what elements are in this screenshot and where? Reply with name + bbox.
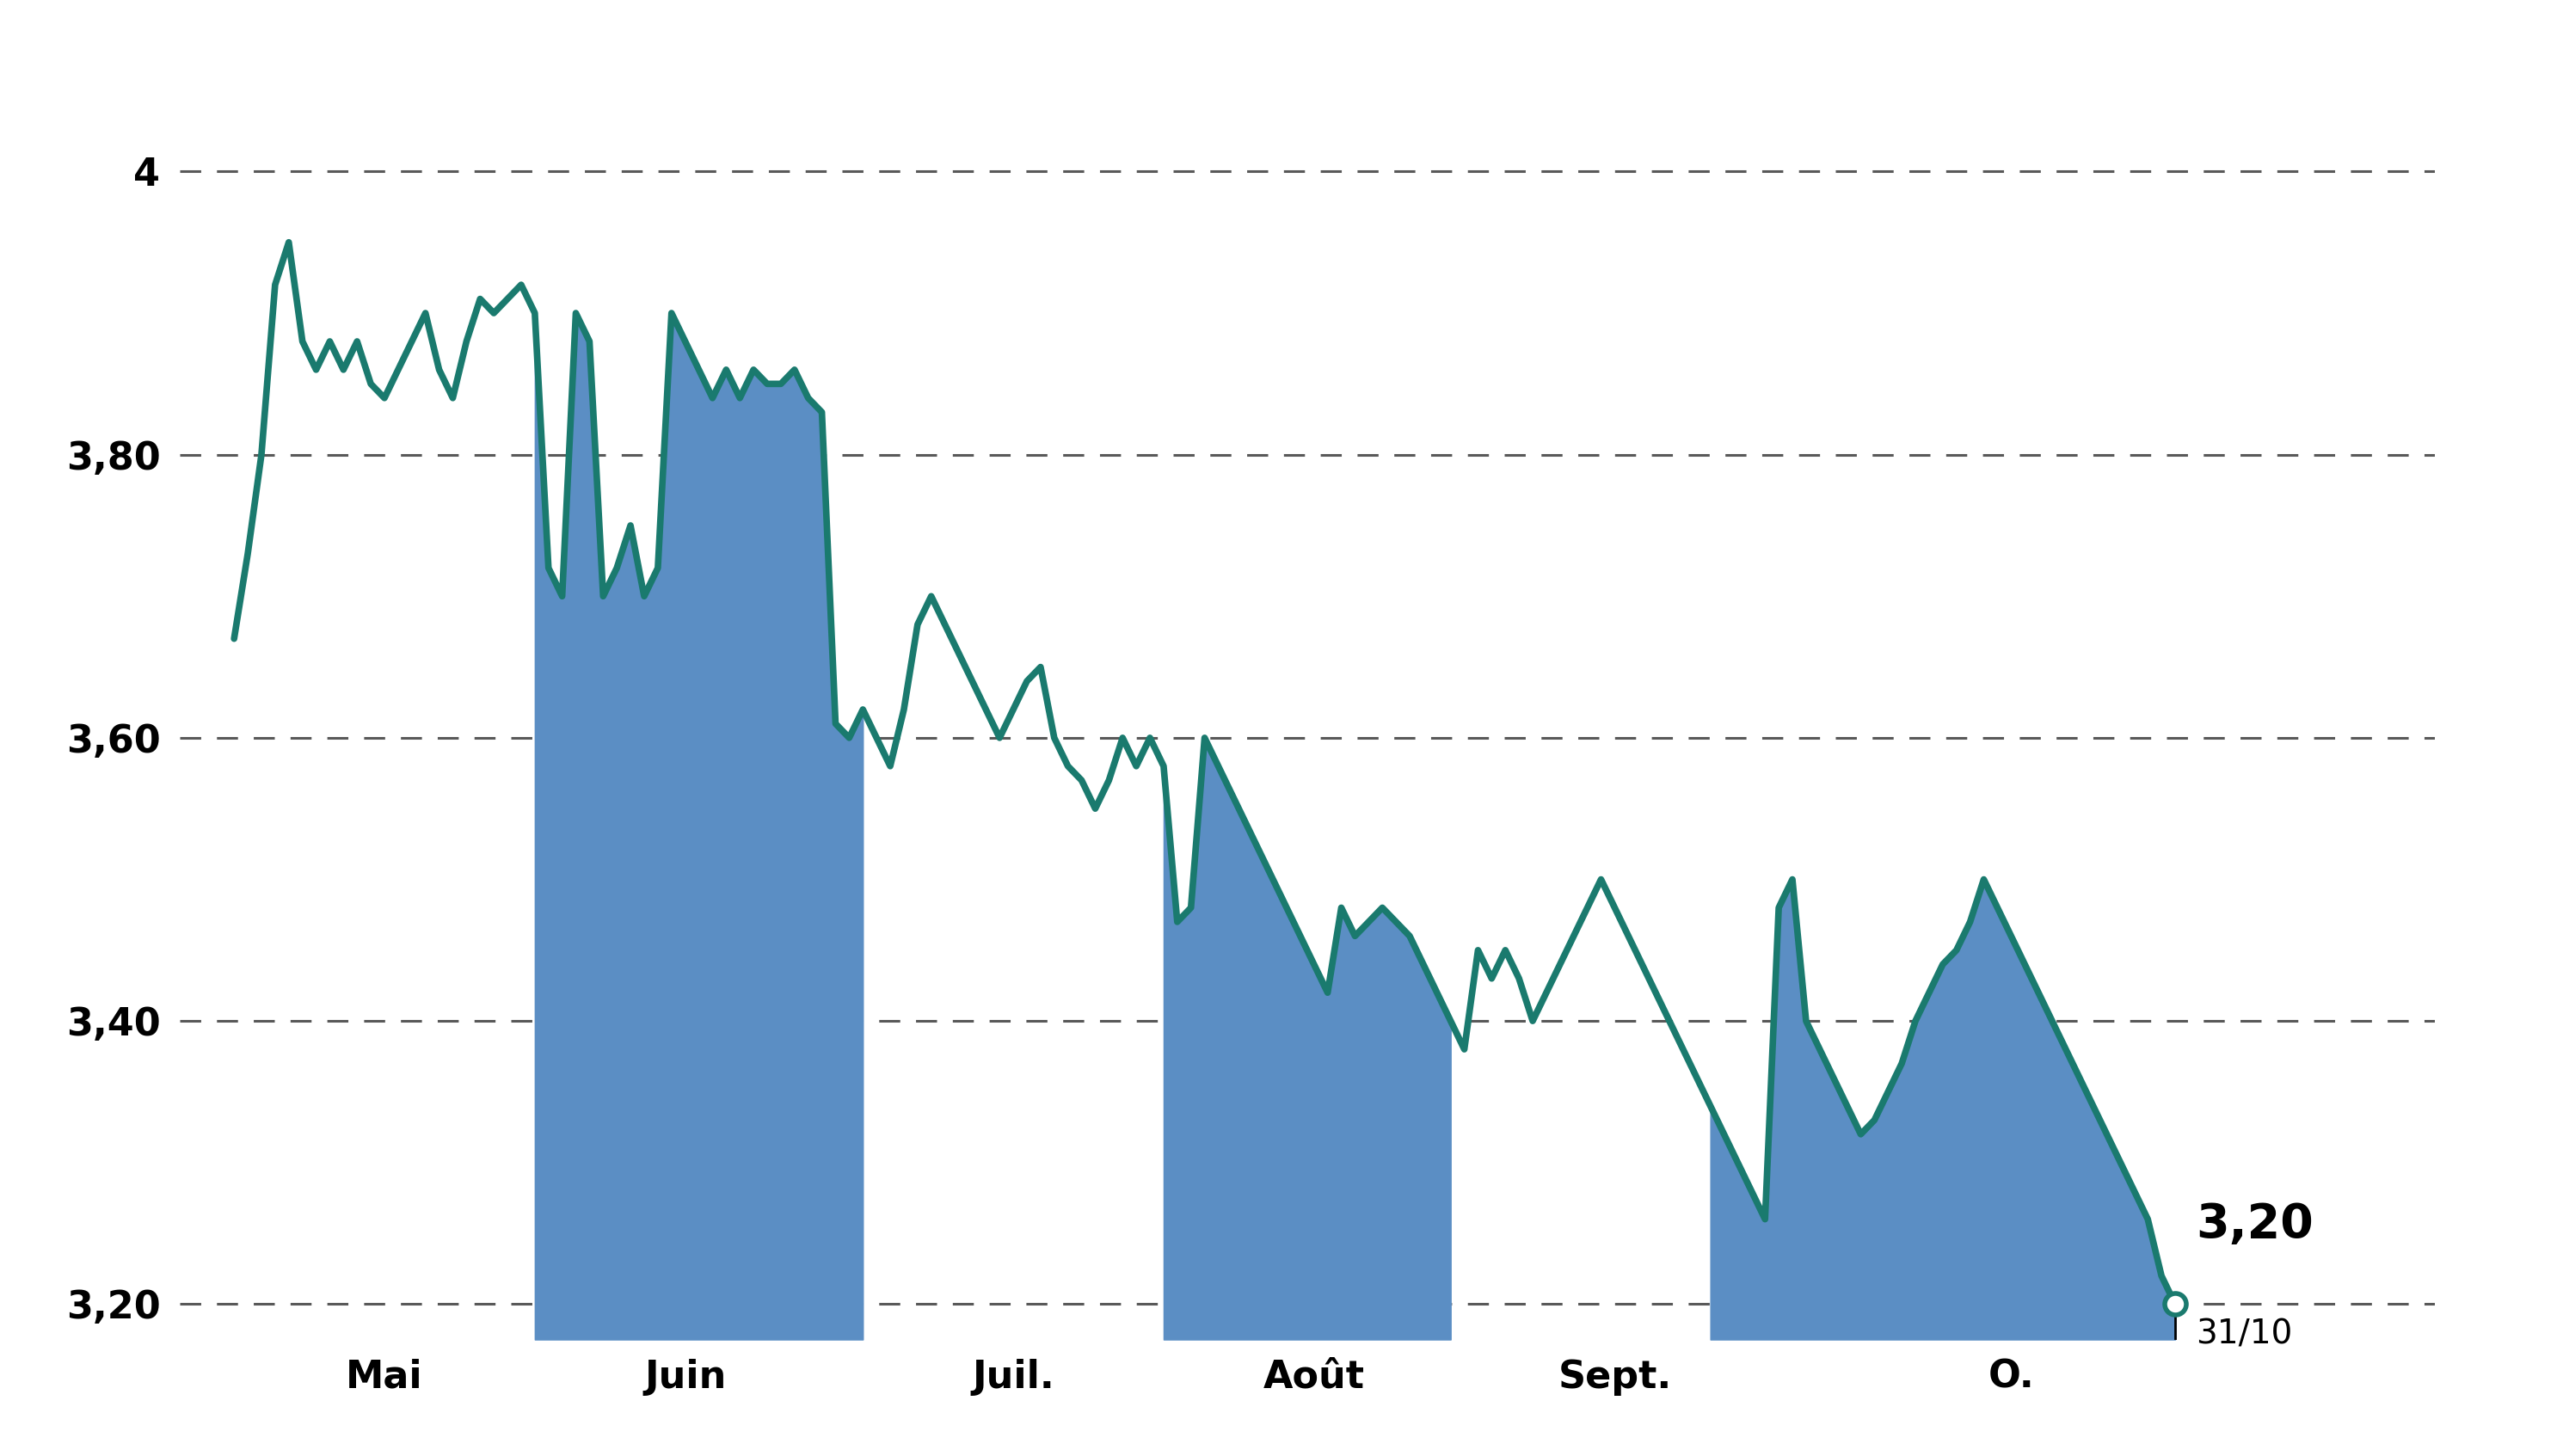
Text: 31/10: 31/10 <box>2196 1318 2291 1351</box>
Text: CONSTRUCTEURS BOIS: CONSTRUCTEURS BOIS <box>759 28 1804 106</box>
Text: 3,20: 3,20 <box>2196 1201 2314 1248</box>
